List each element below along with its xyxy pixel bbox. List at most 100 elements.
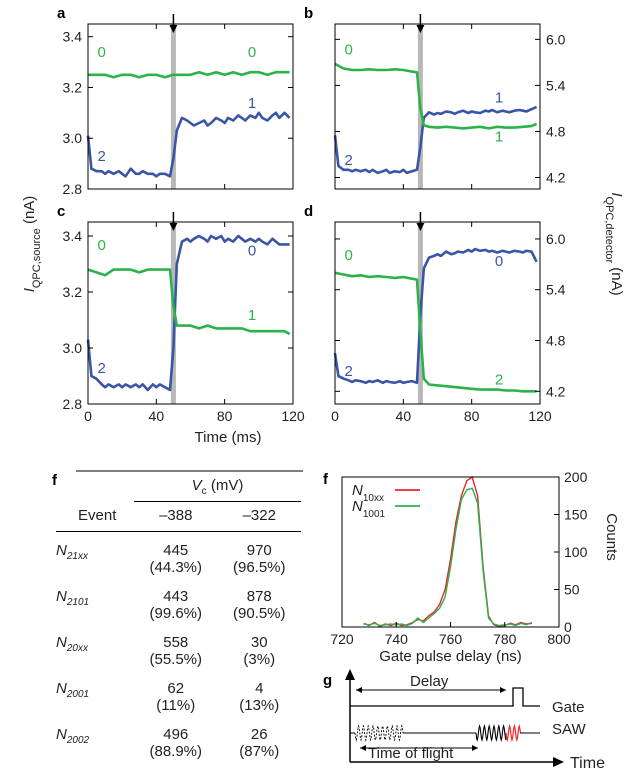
- table-header-row-1: Vc (mV): [56, 472, 301, 502]
- x-tick-label: 780: [493, 631, 517, 647]
- charge-state-label: 2: [344, 363, 352, 380]
- delay-arrow-right-head: [500, 687, 506, 693]
- charge-state-label: 2: [97, 148, 105, 165]
- event-name: N2001: [56, 680, 90, 700]
- legend-subscript: 1001: [363, 509, 386, 520]
- event-name: N2002: [56, 726, 90, 746]
- panel-a: a 0 0 2 1 2.8 3.0 3.2 3.4: [57, 5, 294, 197]
- x-tick-label: 40: [396, 408, 412, 424]
- table-row: N21xx 445 (44.3%) 970 (96.5%): [56, 532, 301, 579]
- table-row: N2001 62 (11%) 4 (13%): [56, 670, 301, 716]
- panel-letter-e: f: [52, 472, 57, 489]
- saw-emitted-wave: [354, 724, 404, 742]
- injection-marker: [170, 24, 176, 189]
- injection-arrowhead: [169, 25, 178, 33]
- y-tick-label: 200: [564, 469, 588, 485]
- plot-frame: [87, 23, 294, 190]
- x-tick-label: 800: [547, 631, 571, 647]
- event-name: N20xx: [56, 634, 88, 654]
- delay-arrow-left-head: [356, 687, 362, 693]
- event-count: 4 (13%): [239, 680, 280, 714]
- charge-state-label: 0: [248, 44, 256, 61]
- series-green-line: [88, 70, 290, 79]
- y-tick-label: 3.2: [63, 79, 83, 95]
- y-tick-label: 2.8: [63, 396, 83, 412]
- panel-g-schematic: g Time Gate SAW Delay Time of flight: [323, 669, 605, 771]
- series-blue-line: [86, 234, 290, 392]
- right-y-axis-label: IQPC,detector (nA): [603, 192, 625, 295]
- y-tick-label: 3.2: [63, 284, 83, 300]
- event-count: 970 (96.5%): [232, 542, 286, 576]
- charge-state-label: 1: [495, 89, 503, 106]
- x-tick-label: 760: [439, 631, 463, 647]
- y-tick-label: 5.4: [546, 77, 566, 93]
- charge-state-label: 0: [495, 253, 503, 270]
- left-y-axis-subscript: QPC,source: [31, 228, 43, 288]
- x-tick-label: 80: [217, 408, 233, 424]
- charge-state-label: 0: [344, 247, 352, 264]
- y-tick-label: 50: [564, 582, 580, 598]
- charge-state-label: 0: [248, 243, 256, 260]
- events-table: Vc (mV) Event –388 –322 N21xx 445 (44.3%) 9…: [56, 472, 301, 762]
- series-green-line: [334, 271, 537, 393]
- y-tick-label: 3.4: [63, 228, 83, 244]
- time-of-flight-right-head: [472, 745, 478, 751]
- series-green-line: [334, 62, 538, 130]
- x-tick-label: 40: [149, 408, 165, 424]
- y-tick-label: 3.0: [63, 130, 83, 146]
- left-y-axis-unit: (nA): [21, 196, 38, 229]
- time-of-flight-label: Time of flight: [368, 745, 454, 762]
- right-y-axis-subscript: QPC,detector: [603, 197, 615, 264]
- plot-frame: [334, 23, 541, 190]
- panel-letter-f: f: [323, 471, 329, 488]
- series-N1001-line: [363, 487, 533, 627]
- y-tick-label: 2.8: [63, 181, 83, 197]
- right-y-axis-symbol: I: [608, 192, 625, 196]
- table-row: N20xx 558 (55.5%) 30 (3%): [56, 624, 301, 670]
- charge-state-label: 1: [248, 307, 256, 324]
- charge-state-label: 1: [248, 95, 256, 112]
- y-tick-label: 3.4: [63, 29, 83, 45]
- legend-label: N10xx: [352, 482, 384, 504]
- panel-letter-d: d: [304, 203, 313, 220]
- event-count: 445 (44.3%): [149, 542, 203, 576]
- charge-state-label: 0: [344, 42, 352, 59]
- event-count: 496 (88.9%): [149, 726, 203, 760]
- event-name: N2101: [56, 588, 90, 608]
- x-tick-label: 120: [528, 408, 552, 424]
- time-axis-label: Time: [570, 755, 605, 771]
- legend-symbol: N: [352, 482, 363, 499]
- charge-state-label: 2: [344, 152, 352, 169]
- event-count: 30 (3%): [243, 634, 276, 668]
- series-N10xx-line: [363, 475, 532, 628]
- table-top-rule: [76, 470, 303, 472]
- x-tick-label: 0: [84, 408, 92, 424]
- panel-letter-c: c: [57, 203, 65, 220]
- events-table-body: N21xx 445 (44.3%) 970 (96.5%) N2101 443 (99.6%)…: [56, 532, 301, 763]
- charge-state-label: 0: [97, 44, 105, 61]
- x-axis-label: Time (ms): [195, 429, 262, 446]
- injection-arrowhead: [416, 25, 425, 33]
- gate-label: Gate: [552, 699, 585, 716]
- event-name: N21xx: [56, 542, 88, 562]
- y-tick-label: 150: [564, 507, 588, 523]
- y-tick-label: 3.0: [63, 340, 83, 356]
- panel-letter-a: a: [57, 5, 66, 22]
- event-count: 443 (99.6%): [149, 588, 203, 622]
- time-of-flight-left-head: [360, 745, 366, 751]
- x-tick-label: 720: [330, 631, 354, 647]
- f-x-axis-label: Gate pulse delay (ns): [379, 648, 522, 665]
- saw-waves: [350, 723, 540, 743]
- injection-arrowhead: [169, 223, 178, 231]
- y-tick-label: 5.4: [546, 282, 566, 298]
- saw-arriving-wave: [475, 723, 507, 743]
- time-axis-arrowhead: [553, 757, 564, 767]
- y-tick-label: 100: [564, 544, 588, 560]
- charge-state-label: 0: [97, 237, 105, 254]
- left-y-axis-symbol: I: [21, 288, 38, 292]
- table-header-row-2: Event –388 –322: [56, 501, 301, 532]
- gate-pulse-trace: [350, 687, 540, 707]
- legend-symbol: N: [352, 498, 363, 515]
- y-tick-label: 6.0: [546, 231, 566, 247]
